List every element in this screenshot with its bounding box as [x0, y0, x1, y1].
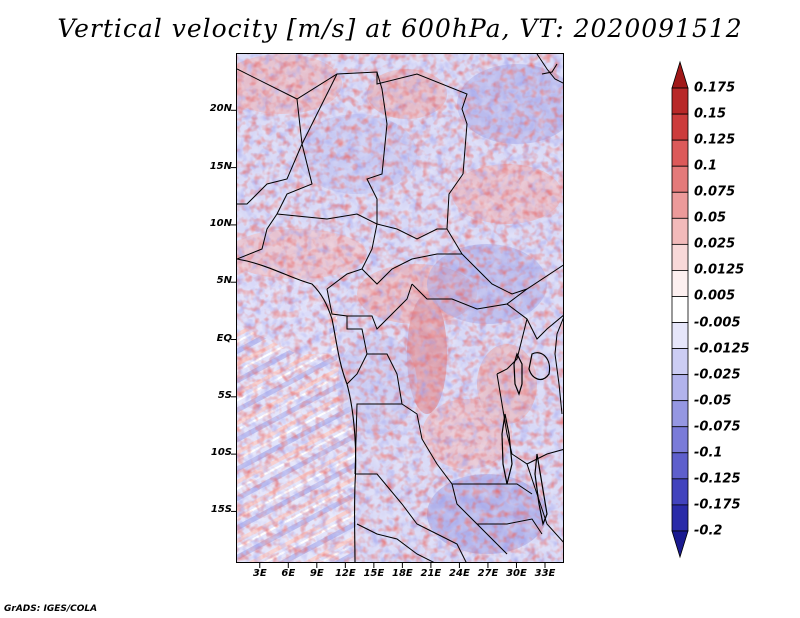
colorbar-label: -0.2: [694, 523, 723, 539]
colorbar-swatch: [671, 504, 689, 532]
lon-label: 24E: [449, 568, 470, 579]
lon-label: 3E: [252, 568, 267, 579]
velocity-field-map: [237, 54, 563, 562]
colorbar-label: -0.005: [694, 315, 741, 331]
lat-label: 20N: [209, 103, 232, 115]
colorbar-triangle-bottom: [671, 530, 689, 559]
colorbar-swatch: [671, 296, 689, 323]
colorbar-label: -0.175: [694, 497, 741, 513]
colorbar-swatch: [671, 452, 689, 480]
lat-label: EQ: [216, 332, 232, 344]
lat-label: 10S: [210, 447, 232, 459]
lat-label: 15S: [210, 504, 232, 516]
colorbar-label: 0.025: [694, 236, 736, 252]
lon-label: 6E: [281, 568, 296, 579]
lon-label: 27E: [477, 568, 499, 579]
colorbar-label: 0.05: [694, 210, 727, 226]
colorbar-label: 0.075: [694, 184, 736, 200]
colorbar-swatch: [671, 191, 689, 219]
footer-credit: GrADS: IGES/COLA: [4, 604, 98, 614]
colorbar-swatch: [671, 87, 689, 115]
colorbar-label: 0.15: [694, 106, 727, 122]
colorbar-label: -0.0125: [694, 341, 750, 357]
lon-label: 18E: [392, 568, 413, 579]
map-panel: [236, 53, 564, 563]
colorbar-swatch: [671, 400, 689, 428]
colorbar-label: -0.05: [694, 393, 732, 409]
colorbar-swatch: [671, 113, 689, 141]
colorbar-triangle-top: [671, 60, 689, 89]
lon-label: 12E: [334, 568, 356, 579]
colorbar-label: -0.1: [694, 445, 723, 461]
colorbar-swatch: [671, 217, 689, 245]
lon-label: 9E: [309, 568, 324, 579]
lake-outlines: [501, 352, 551, 527]
colorbar-label: 0.1: [694, 158, 718, 174]
colorbar-swatch: [671, 165, 689, 193]
colorbar-label: 0.005: [694, 288, 736, 304]
colorbar-swatch: [671, 374, 689, 402]
lon-label: 30E: [506, 568, 527, 579]
colorbar-label: 0.125: [694, 132, 736, 148]
colorbar-swatch: [671, 270, 689, 297]
colorbar-label: -0.075: [694, 419, 741, 435]
colorbar-label: -0.025: [694, 367, 741, 383]
coastline: [237, 258, 357, 562]
colorbar-label: 0.175: [694, 80, 736, 96]
colorbar-swatch: [671, 348, 689, 376]
lat-label: 5S: [217, 389, 232, 401]
lat-label: 10N: [209, 217, 232, 229]
colorbar-label: -0.125: [694, 471, 741, 487]
lon-label: 33E: [534, 568, 556, 579]
chart-title: Vertical velocity [m/s] at 600hPa, VT: 2…: [57, 14, 743, 43]
colorbar-swatch: [671, 322, 689, 349]
colorbar-swatch: [671, 478, 689, 506]
lat-label: 5N: [216, 275, 232, 287]
lat-label: 15N: [209, 160, 232, 172]
lon-label: 21E: [420, 568, 442, 579]
colorbar-swatch: [671, 426, 689, 454]
colorbar-label: 0.0125: [694, 262, 745, 278]
colorbar-swatch: [671, 139, 689, 167]
lon-label: 15E: [363, 568, 385, 579]
colorbar-swatch: [671, 243, 689, 271]
